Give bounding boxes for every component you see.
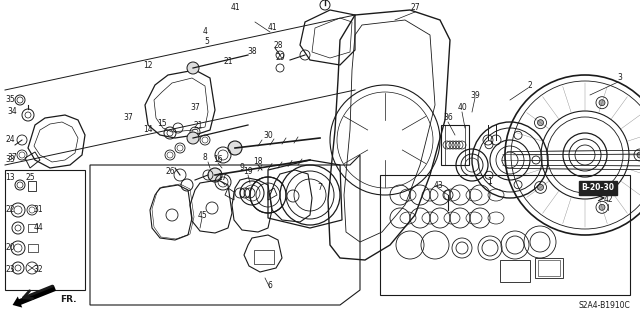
Text: 7: 7 [317,183,323,192]
Bar [5,170,85,290]
Text: 21: 21 [223,57,233,66]
Text: 24: 24 [5,136,15,145]
Circle shape [187,62,199,74]
Text: 26: 26 [165,167,175,176]
Text: 9: 9 [239,164,244,173]
Text: S2A4-B1910C: S2A4-B1910C [579,301,630,310]
Bar [28,181,36,191]
Circle shape [187,132,199,144]
Text: 13: 13 [5,174,15,182]
Text: 41: 41 [267,24,277,33]
Text: 37: 37 [190,103,200,113]
Text: 33: 33 [5,155,15,165]
Text: B-20-30: B-20-30 [582,183,614,192]
Text: 29: 29 [275,54,285,63]
Text: 27: 27 [410,4,420,12]
Circle shape [637,152,640,158]
Text: 23: 23 [5,265,15,275]
Text: 44: 44 [33,224,43,233]
Text: 32: 32 [33,265,43,275]
Text: 12: 12 [143,61,153,70]
Text: 2: 2 [527,80,532,90]
Circle shape [538,184,543,190]
Text: 1: 1 [488,177,492,187]
Text: 14: 14 [143,125,153,135]
Bar [28,244,38,252]
FancyArrow shape [13,285,56,308]
Bar [441,125,469,165]
Text: 45: 45 [197,211,207,219]
Text: 6: 6 [268,280,273,290]
Text: 8: 8 [203,153,207,162]
Text: 31: 31 [33,205,43,214]
Text: 35: 35 [5,95,15,105]
Text: 40: 40 [457,103,467,113]
Circle shape [208,168,222,182]
Bar [500,260,530,282]
Text: 4: 4 [203,27,207,36]
Text: 39: 39 [470,91,480,100]
Text: 22: 22 [5,205,15,214]
Bar [538,260,560,276]
Text: 41: 41 [230,4,240,12]
Text: 15: 15 [157,118,167,128]
Text: 37: 37 [123,114,133,122]
Bar [535,258,563,278]
Text: 28: 28 [273,41,283,49]
Text: 36: 36 [443,114,453,122]
Circle shape [538,120,543,126]
Text: 43: 43 [433,181,443,189]
Text: 16: 16 [213,155,223,165]
Bar [380,175,630,295]
Text: 25: 25 [25,174,35,182]
Text: 34: 34 [7,108,17,116]
Bar [445,125,465,165]
Bar [28,224,37,232]
Text: 5: 5 [205,38,209,47]
Circle shape [599,204,605,210]
Text: FR.: FR. [60,295,76,305]
Text: 20: 20 [5,243,15,253]
Text: 3: 3 [618,73,623,83]
Text: 30: 30 [263,130,273,139]
Text: 38: 38 [247,48,257,56]
Bar [254,250,274,264]
Text: 18: 18 [253,158,263,167]
Text: 17: 17 [217,174,227,182]
Text: 19: 19 [243,167,253,176]
Text: 37: 37 [7,153,17,162]
Text: 21: 21 [193,121,203,130]
Text: 42: 42 [603,196,613,204]
Circle shape [228,141,242,155]
Circle shape [599,100,605,106]
